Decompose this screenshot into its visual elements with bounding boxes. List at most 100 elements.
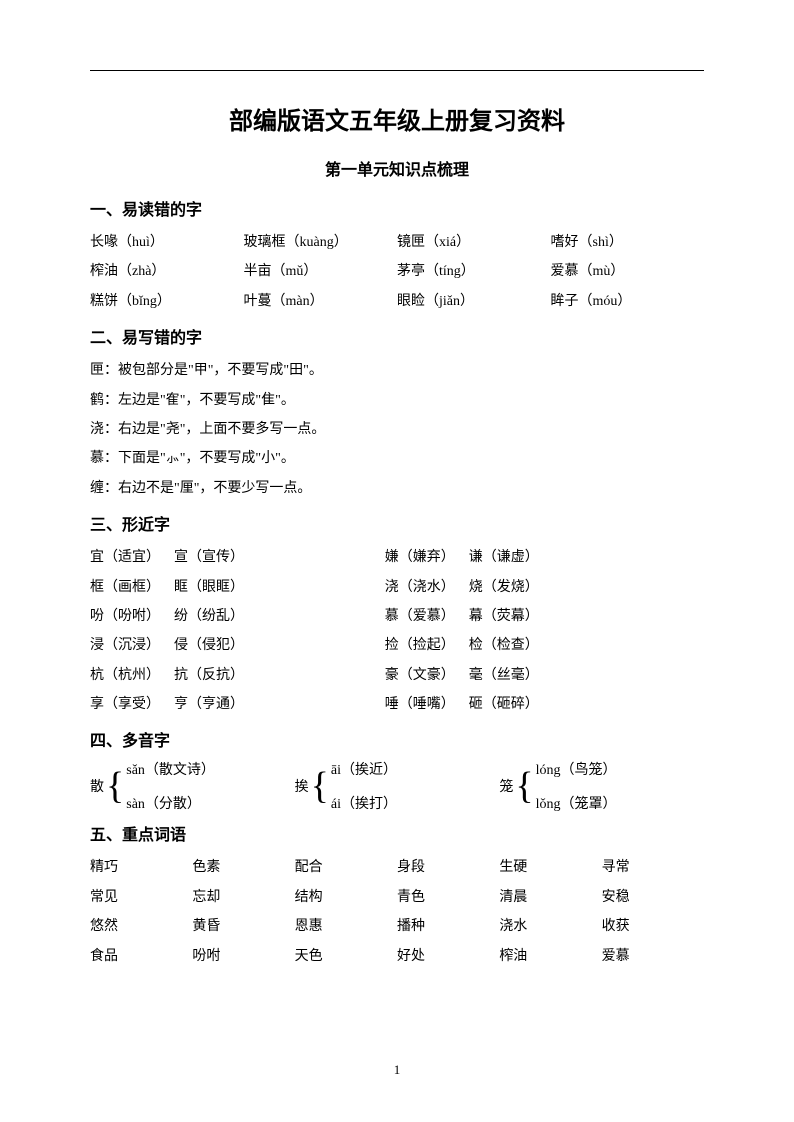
- similar-chars-row: 杭（杭州）抗（反抗）豪（文豪） 毫（丝毫）: [90, 661, 704, 690]
- brace-icon: {: [311, 767, 329, 805]
- pinyin-cell: 眸子（móu）: [551, 287, 705, 316]
- pinyin-cell: 叶蔓（màn）: [244, 287, 398, 316]
- char-pair: 享（享受）: [90, 690, 160, 719]
- brace-icon: {: [515, 767, 533, 805]
- pinyin-cell: 糕饼（bǐng）: [90, 287, 244, 316]
- char-pair: 框（画框）: [90, 573, 160, 602]
- char-pair: 慕（爱慕）: [385, 602, 455, 631]
- char-pair: 豪（文豪）: [385, 661, 455, 690]
- char-pair: 检（检查）: [469, 631, 539, 660]
- char-pair: 侵（侵犯）: [174, 631, 244, 660]
- char-pair: 幕（荧幕）: [469, 602, 539, 631]
- writing-tip-line: 慕：下面是"⺗"，不要写成"小"。: [90, 444, 704, 473]
- vocab-word: 悠然: [90, 912, 192, 941]
- pinyin-cell: 茅亭（tíng）: [397, 257, 551, 286]
- pinyin-cell: 眼睑（jiǎn）: [397, 287, 551, 316]
- char-pair: 毫（丝毫）: [469, 661, 539, 690]
- char-pair: 抗（反抗）: [174, 661, 244, 690]
- section4-heading: 四、多音字: [90, 727, 704, 751]
- polyphone-row: 散{sǎn（散文诗）sàn（分散）挨{āi（挨近）ái（挨打）笼{lóng（鸟笼…: [90, 759, 704, 813]
- vocab-word: 结构: [295, 883, 397, 912]
- vocab-word: 身段: [397, 853, 499, 882]
- vocab-word: 好处: [397, 942, 499, 971]
- vocab-word: 天色: [295, 942, 397, 971]
- vocab-word: 黄昏: [192, 912, 294, 941]
- section2-body: 匣：被包部分是"甲"，不要写成"田"。鹤：左边是"隺"，不要写成"隹"。浇：右边…: [90, 356, 704, 503]
- vocab-word: 忘却: [192, 883, 294, 912]
- char-pair: 烧（发烧）: [469, 573, 539, 602]
- similar-chars-right: 慕（爱慕） 幕（荧幕）: [385, 602, 704, 631]
- vocab-word: 青色: [397, 883, 499, 912]
- char-pair: 捡（捡起）: [385, 631, 455, 660]
- polyphone-char: 笼: [499, 776, 513, 796]
- vocab-word: 精巧: [90, 853, 192, 882]
- char-pair: 砸（砸碎）: [469, 690, 539, 719]
- polyphone-reading: lǒng（笼罩）: [536, 793, 617, 813]
- vocab-word: 清晨: [499, 883, 601, 912]
- char-pair: 嫌（嫌弃）: [385, 543, 455, 572]
- char-pair: 宜（适宜）: [90, 543, 160, 572]
- char-pair: 谦（谦虚）: [469, 543, 539, 572]
- section1-body: 长喙（huì）玻璃框（kuàng）镜匣（xiá）嗜好（shì）榨油（zhà）半亩…: [90, 228, 704, 316]
- polyphone-reading: sàn（分散）: [126, 793, 215, 813]
- vocab-word: 恩惠: [295, 912, 397, 941]
- char-pair: 浸（沉浸）: [90, 631, 160, 660]
- pinyin-cell: 镜匣（xiá）: [397, 228, 551, 257]
- polyphone-items: lóng（鸟笼） lǒng（笼罩）: [536, 759, 617, 813]
- writing-tip-line: 鹤：左边是"隺"，不要写成"隹"。: [90, 386, 704, 415]
- main-title: 部编版语文五年级上册复习资料: [90, 101, 704, 136]
- similar-chars-row: 框（画框）眶（眼眶）浇（浇水）烧（发烧）: [90, 573, 704, 602]
- vocab-row: 食品吩咐天色好处榨油爱慕: [90, 942, 704, 971]
- polyphone-reading: sǎn（散文诗）: [126, 759, 215, 779]
- polyphone-char: 散: [90, 776, 104, 796]
- polyphone-items: sǎn（散文诗） sàn（分散）: [126, 759, 215, 813]
- pinyin-cell: 爱慕（mù）: [551, 257, 705, 286]
- vocab-row: 精巧色素配合身段生硬寻常: [90, 853, 704, 882]
- vocab-word: 色素: [192, 853, 294, 882]
- polyphone-group: 散{sǎn（散文诗）sàn（分散）: [90, 759, 295, 813]
- similar-chars-row: 吩（吩咐）纷（纷乱）慕（爱慕） 幕（荧幕）: [90, 602, 704, 631]
- vocab-word: 食品: [90, 942, 192, 971]
- polyphone-char: 挨: [295, 776, 309, 796]
- vocab-row: 常见忘却结构青色清晨安稳: [90, 883, 704, 912]
- vocab-row: 悠然黄昏恩惠播种浇水收获: [90, 912, 704, 941]
- char-pair: 唾（唾嘴）: [385, 690, 455, 719]
- pinyin-row: 糕饼（bǐng）叶蔓（màn）眼睑（jiǎn）眸子（móu）: [90, 287, 704, 316]
- section1-heading: 一、易读错的字: [90, 196, 704, 220]
- pinyin-cell: 嗜好（shì）: [551, 228, 705, 257]
- polyphone-reading: ái（挨打）: [331, 793, 397, 813]
- vocab-word: 吩咐: [192, 942, 294, 971]
- vocab-word: 安稳: [602, 883, 704, 912]
- vocab-word: 生硬: [499, 853, 601, 882]
- similar-chars-left: 宜（适宜） 宣（宣传）: [90, 543, 385, 572]
- writing-tip-line: 匣：被包部分是"甲"，不要写成"田"。: [90, 356, 704, 385]
- char-pair: 吩（吩咐）: [90, 602, 160, 631]
- writing-tip-line: 浇：右边是"尧"，上面不要多写一点。: [90, 415, 704, 444]
- vocab-word: 收获: [602, 912, 704, 941]
- polyphone-group: 挨{āi（挨近）ái（挨打）: [295, 759, 500, 813]
- char-pair: 宣（宣传）: [174, 543, 244, 572]
- pinyin-cell: 玻璃框（kuàng）: [244, 228, 398, 257]
- pinyin-cell: 长喙（huì）: [90, 228, 244, 257]
- char-pair: 亨（亨通）: [174, 690, 244, 719]
- polyphone-items: āi（挨近）ái（挨打）: [331, 759, 397, 813]
- similar-chars-left: 吩（吩咐）纷（纷乱）: [90, 602, 385, 631]
- pinyin-cell: 半亩（mǔ）: [244, 257, 398, 286]
- pinyin-row: 榨油（zhà）半亩（mǔ）茅亭（tíng）爱慕（mù）: [90, 257, 704, 286]
- similar-chars-right: 唾（唾嘴） 砸（砸碎）: [385, 690, 704, 719]
- vocab-word: 浇水: [499, 912, 601, 941]
- similar-chars-right: 豪（文豪） 毫（丝毫）: [385, 661, 704, 690]
- similar-chars-left: 杭（杭州）抗（反抗）: [90, 661, 385, 690]
- section5-heading: 五、重点词语: [90, 821, 704, 845]
- polyphone-reading: lóng（鸟笼）: [536, 759, 617, 779]
- section4-body: 散{sǎn（散文诗）sàn（分散）挨{āi（挨近）ái（挨打）笼{lóng（鸟笼…: [90, 759, 704, 813]
- vocab-word: 榨油: [499, 942, 601, 971]
- section5-body: 精巧色素配合身段生硬寻常常见忘却结构青色清晨安稳悠然黄昏恩惠播种浇水收获食品吩咐…: [90, 853, 704, 971]
- vocab-word: 常见: [90, 883, 192, 912]
- similar-chars-row: 宜（适宜） 宣（宣传） 嫌（嫌弃） 谦（谦虚）: [90, 543, 704, 572]
- similar-chars-right: 捡（捡起） 检（检查）: [385, 631, 704, 660]
- header-rule: [90, 70, 704, 71]
- vocab-word: 爱慕: [602, 942, 704, 971]
- vocab-word: 配合: [295, 853, 397, 882]
- char-pair: 眶（眼眶）: [174, 573, 244, 602]
